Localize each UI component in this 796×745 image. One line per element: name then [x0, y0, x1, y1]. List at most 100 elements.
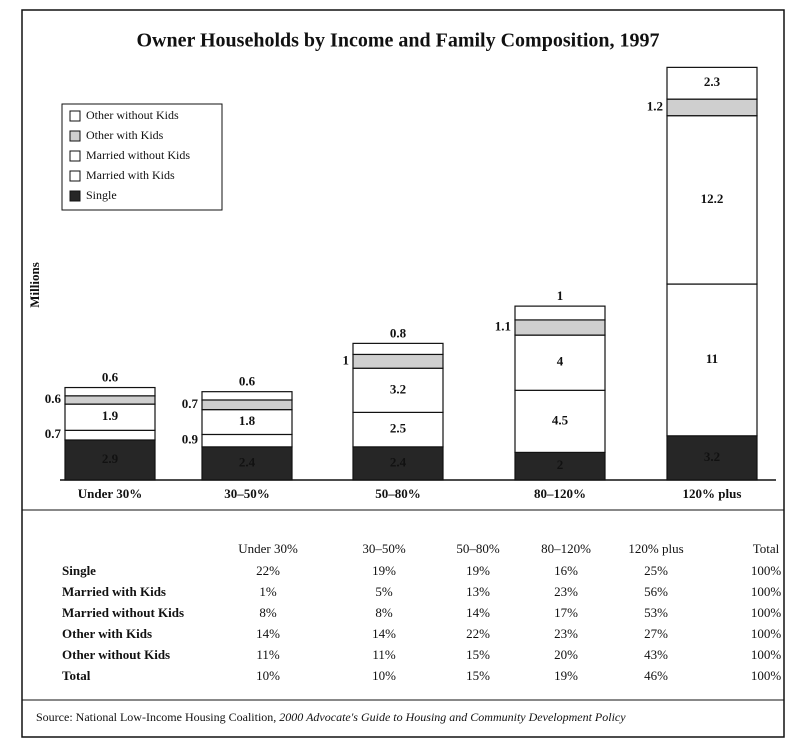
bar-segment: [352, 353, 444, 369]
bar-segment: [201, 446, 293, 481]
legend-swatch: [69, 190, 81, 202]
source: Source: National Low-Income Housing Coal…: [36, 710, 626, 724]
bar-segment: [352, 446, 444, 481]
table-cell: 43%: [644, 647, 668, 662]
y-axis-label: Millions: [27, 262, 42, 308]
table-cell: 15%: [466, 647, 490, 662]
data-label: 12.2: [701, 191, 724, 206]
table-cell: 100%: [751, 647, 782, 662]
bar-segment: [514, 389, 606, 453]
table-header: Total: [753, 541, 780, 556]
table-cell: 19%: [372, 563, 396, 578]
data-label: 0.6: [102, 370, 119, 385]
legend-label: Single: [86, 188, 117, 202]
bar-segment: [514, 451, 606, 481]
table-cell: 100%: [751, 626, 782, 641]
data-label: 2.4: [390, 454, 407, 469]
table-cell: 19%: [554, 668, 578, 683]
table-header: 50–80%: [456, 541, 500, 556]
table-cell: 17%: [554, 605, 578, 620]
table-cell: 20%: [554, 647, 578, 662]
legend-box: [61, 103, 223, 211]
table-cell: 11%: [372, 647, 396, 662]
table-cell: 5%: [375, 584, 393, 599]
legend-label: Married with Kids: [86, 168, 175, 182]
bar-segment: [352, 411, 444, 448]
bar-segment: [64, 429, 156, 441]
table-row-label: Other without Kids: [62, 647, 170, 662]
legend-label: Other without Kids: [86, 108, 179, 122]
table-cell: 25%: [644, 563, 668, 578]
chart-title: Owner Households by Income and Family Co…: [136, 30, 659, 52]
legend-swatch: [69, 150, 81, 162]
table-cell: 46%: [644, 668, 668, 683]
bar-segment: [201, 391, 293, 401]
bar-segment: [201, 399, 293, 411]
legend-label: Other with Kids: [86, 128, 164, 142]
table-cell: 100%: [751, 584, 782, 599]
data-label: 0.8: [390, 325, 407, 340]
table-cell: 10%: [372, 668, 396, 683]
table-cell: 16%: [554, 563, 578, 578]
table-cell: 23%: [554, 584, 578, 599]
table-row-label: Other with Kids: [62, 626, 152, 641]
data-label: 2.5: [390, 421, 407, 436]
data-label: 1.2: [647, 98, 663, 113]
data-label: 1: [343, 352, 350, 367]
data-label: 0.6: [239, 374, 256, 389]
x-tick-label: 30–50%: [224, 486, 270, 501]
x-tick-label: 120% plus: [683, 486, 742, 501]
bar-segment: [201, 433, 293, 448]
table-cell: 15%: [466, 668, 490, 683]
data-label: 11: [706, 351, 718, 366]
legend-swatch: [69, 170, 81, 182]
table-header: 30–50%: [362, 541, 406, 556]
data-label: 2.9: [102, 451, 119, 466]
table-cell: 23%: [554, 626, 578, 641]
table-cell: 8%: [375, 605, 393, 620]
table-cell: 14%: [372, 626, 396, 641]
table-cell: 100%: [751, 668, 782, 683]
table-cell: 100%: [751, 563, 782, 578]
table-row-label: Married without Kids: [62, 605, 184, 620]
table-cell: 56%: [644, 584, 668, 599]
bar-segment: [514, 305, 606, 321]
bar-segment: [666, 283, 758, 437]
table-cell: 27%: [644, 626, 668, 641]
data-label: 4: [557, 354, 564, 369]
data-label: 3.2: [704, 449, 720, 464]
bar-segment: [666, 435, 758, 481]
table-cell: 10%: [256, 668, 280, 683]
data-label: 1.1: [495, 318, 511, 333]
frame: [21, 9, 785, 738]
table-cell: 1%: [259, 584, 277, 599]
table-cell: 14%: [466, 605, 490, 620]
source-title: 2000 Advocate's Guide to Housing and Com…: [279, 710, 626, 724]
data-label: 1.8: [239, 413, 256, 428]
x-tick-label: 80–120%: [534, 486, 586, 501]
legend-label: Married without Kids: [86, 148, 190, 162]
legend-swatch: [69, 110, 81, 122]
data-label: 0.9: [182, 432, 199, 447]
bar-segment: [352, 367, 444, 413]
bar-segment: [514, 319, 606, 336]
table-cell: 11%: [256, 647, 280, 662]
table-cell: 22%: [256, 563, 280, 578]
bar-segment: [666, 98, 758, 117]
table-row-label: Single: [62, 563, 96, 578]
data-label: 1: [557, 288, 564, 303]
table-cell: 13%: [466, 584, 490, 599]
table-cell: 8%: [259, 605, 277, 620]
table-cell: 19%: [466, 563, 490, 578]
data-label: 2.4: [239, 454, 256, 469]
bar-segment: [64, 386, 156, 397]
bar-segment: [201, 409, 293, 436]
source-text: Source: National Low-Income Housing Coal…: [36, 710, 279, 724]
table-cell: 14%: [256, 626, 280, 641]
table-header: 120% plus: [628, 541, 683, 556]
x-tick-label: 50–80%: [375, 486, 421, 501]
data-label: 0.7: [45, 426, 62, 441]
data-label: 0.7: [182, 396, 199, 411]
table-cell: 53%: [644, 605, 668, 620]
